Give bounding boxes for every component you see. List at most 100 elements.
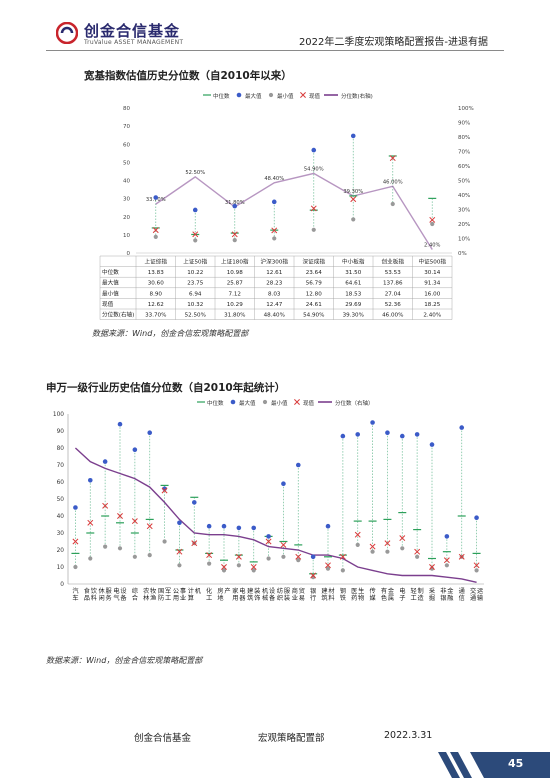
chart2-point-1	[147, 430, 153, 435]
chart2-ytick: 90	[57, 429, 65, 435]
chart2-point-1	[414, 432, 420, 437]
chart2-point-3	[250, 564, 257, 570]
chart1-table-cell: 10.22	[187, 270, 203, 276]
chart1-table-header: 沪深300指	[261, 258, 289, 266]
chart2-category-label: 国防	[158, 588, 164, 602]
chart2-point-1	[474, 515, 479, 520]
chart1-table-cell: 18.25	[424, 302, 440, 308]
chart1-table-cell: 31.50	[345, 270, 361, 276]
chart1-ytick: 60	[123, 142, 130, 148]
chart1-percentile-label: 2.40%	[424, 243, 441, 249]
chart2-point-2	[251, 568, 256, 573]
chart2-ytick: 70	[57, 463, 65, 469]
chart2-category-label: 军工	[165, 588, 171, 602]
chart2-category-label: 装饰	[254, 587, 260, 602]
chart1-table-header: 创业板指	[382, 258, 405, 266]
legend-label-4: 分位数（右轴）	[335, 399, 374, 407]
chart2-point-3	[414, 548, 421, 555]
company-logo: 创金合信基金 TruValue ASSET MANAGEMENT	[56, 20, 216, 48]
chart2-category-label: 饮料	[91, 587, 98, 602]
chart2-category-label: 金融	[447, 587, 454, 602]
chart2-point-2	[132, 554, 137, 559]
chart2-point-3	[102, 502, 109, 509]
chart2-point-3	[265, 538, 272, 545]
legend-label-2: 最小值	[277, 92, 294, 100]
chart1-table-cell: 33.70%	[145, 313, 166, 319]
chart1-table-cell: 39.30%	[343, 313, 364, 319]
chart2-category-label: 房地	[217, 587, 223, 602]
chart2-point-1	[236, 525, 242, 531]
chart2-point-1	[355, 432, 361, 437]
chart2-category-label: 金属	[388, 587, 395, 602]
chart1-table-cell: 8.90	[150, 291, 163, 297]
chart2-category-label: 设备	[120, 587, 127, 602]
chart1-table-cell: 10.32	[187, 302, 203, 308]
chart2-point-1	[429, 442, 435, 447]
chart2-ytick: 20	[57, 548, 65, 554]
chart1-point-2	[430, 221, 435, 227]
chart1-ytick: 10	[123, 233, 130, 239]
chart2-point-3	[339, 553, 346, 560]
chart2-point-2	[340, 568, 345, 573]
header-divider	[46, 50, 504, 51]
chart2-point-1	[281, 481, 286, 486]
chart2-ytick: 30	[57, 531, 65, 537]
chart1-point-2	[351, 217, 356, 222]
chart2-point-2	[236, 563, 241, 568]
chart2-point-2	[162, 539, 167, 544]
chart2-point-2	[325, 566, 331, 571]
chart2-point-3	[384, 540, 391, 547]
chart1-table-cell: 137.86	[383, 281, 403, 287]
chart1-y2tick: 30%	[458, 208, 470, 214]
chart2-category-label: 材料	[328, 587, 334, 602]
chart2-category-label: 制造	[418, 587, 424, 602]
chart2-category-label: 有色	[381, 587, 387, 602]
chart2-point-2	[355, 542, 360, 547]
chart2-point-2	[385, 549, 390, 554]
chart2-point-1	[370, 420, 375, 425]
chart2-point-2	[444, 563, 449, 568]
chart2-point-1	[191, 500, 197, 505]
chart2-category-label: 食品	[84, 587, 91, 602]
chart2-category-label: 电子	[399, 587, 405, 602]
chart2-category-label: 家用	[232, 587, 238, 602]
page-number: 45	[508, 757, 524, 770]
chart2-point-2	[73, 564, 78, 570]
chart2-title: 申万一级行业历史估值分位数（自2010年起统计）	[46, 382, 286, 394]
chart1-table-cell: 54.90%	[303, 313, 324, 319]
chart2-point-3	[87, 519, 94, 526]
chart1-table-cell: 30.60	[148, 281, 164, 287]
chart2-category-label: 机	[195, 587, 202, 595]
chart1-table-cell: 10.29	[227, 302, 243, 308]
chart1-table-cell: 52.50%	[185, 313, 206, 319]
chart2-source: 数据来源：Wind，创金合信宏观策略配置部	[46, 656, 203, 665]
chart2-category-label: 设备	[269, 587, 276, 602]
chart1-table-header: 深证成指	[303, 258, 326, 266]
chart1-point-3	[310, 205, 317, 212]
chart1-table-cell: 18.53	[345, 291, 361, 297]
chart2-point-1	[206, 523, 212, 529]
chart1-table-cell: 64.61	[345, 281, 361, 287]
chart1-y2tick: 0%	[458, 251, 467, 257]
legend-label-1: 最大值	[245, 92, 262, 100]
chart1-percentile-label: 46.00%	[383, 179, 403, 185]
chart2-category-label: 休闲	[99, 587, 106, 602]
chart2-category-label: 服装	[284, 588, 290, 602]
legend-marker-3	[300, 92, 306, 98]
chart2-point-1	[117, 421, 123, 427]
legend-label-3: 现值	[309, 92, 321, 100]
chart2-point-1	[177, 520, 182, 526]
chart2-ytick: 50	[57, 497, 65, 503]
chart2-category-label: 采掘	[429, 587, 435, 602]
chart1-table-cell: 27.04	[385, 291, 401, 297]
chart1-ytick: 20	[123, 215, 130, 221]
legend-marker-2	[262, 399, 268, 405]
chart2-ytick: 60	[57, 480, 65, 486]
chart1-table-cell: 29.69	[345, 302, 361, 308]
chart1-table-cell: 13.83	[148, 270, 164, 276]
chart2-point-1	[73, 505, 78, 510]
chart1-table-cell: 48.40%	[264, 313, 285, 319]
chart1-ytick: 30	[123, 197, 130, 203]
chart1-table-header: 上证综指	[145, 258, 168, 266]
chart1-point-3	[152, 227, 159, 234]
